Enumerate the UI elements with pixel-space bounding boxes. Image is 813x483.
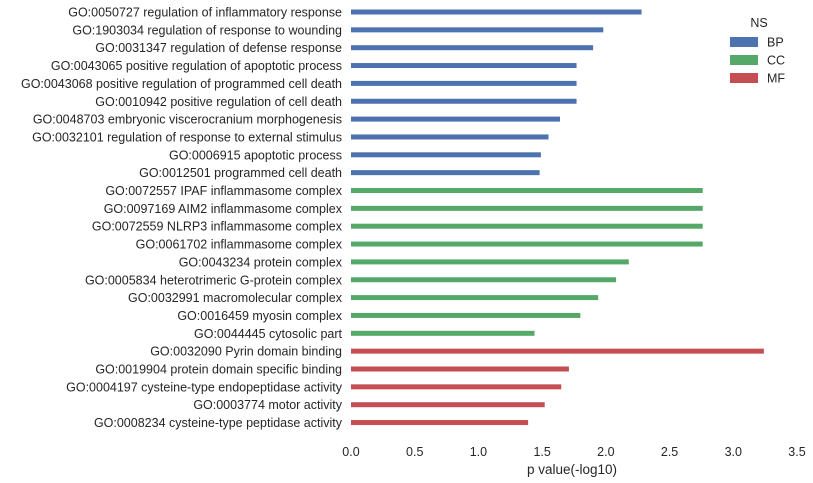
category-label: GO:0043234 protein complex: [179, 255, 343, 269]
x-tick-label: 3.5: [788, 445, 805, 459]
x-axis-label: p value(-log10): [527, 462, 617, 477]
category-label: GO:0019904 protein domain specific bindi…: [95, 363, 342, 377]
bar-cc: [351, 205, 703, 211]
bar-mf: [351, 348, 764, 354]
category-label: GO:0044445 cytosolic part: [194, 327, 343, 341]
category-label: GO:0003774 motor activity: [193, 398, 342, 412]
bar-bp: [351, 134, 549, 140]
x-tick-label: 2.5: [661, 445, 678, 459]
x-tick-label: 3.0: [725, 445, 742, 459]
bar-bp: [351, 63, 577, 69]
bar-mf: [351, 384, 562, 390]
bar-bp: [351, 116, 560, 122]
bar-cc: [351, 241, 703, 247]
x-axis: 0.0 0.5 1.0 1.5 2.0 2.5 3.0 3.5: [342, 445, 805, 459]
category-labels: GO:0050727 regulation of inflammatory re…: [21, 6, 343, 431]
bar-bp: [351, 80, 577, 86]
bar-bp: [351, 98, 577, 104]
category-label: GO:1903034 regulation of response to wou…: [72, 23, 342, 37]
bar-cc: [351, 295, 599, 301]
bar-bp: [351, 9, 642, 15]
bar-cc: [351, 259, 629, 265]
bar-cc: [351, 312, 581, 318]
category-label: GO:0016459 myosin complex: [177, 309, 342, 323]
category-label: GO:0008234 cysteine-type peptidase activ…: [94, 416, 343, 430]
category-label: GO:0050727 regulation of inflammatory re…: [68, 6, 342, 20]
legend-title: NS: [750, 16, 767, 30]
bar-cc: [351, 223, 703, 229]
bars-group: [351, 9, 764, 426]
bar-bp: [351, 152, 541, 158]
category-label: GO:0012501 programmed cell death: [139, 166, 342, 180]
x-tick-label: 2.0: [597, 445, 614, 459]
category-label: GO:0043065 positive regulation of apopto…: [51, 59, 342, 73]
category-label: GO:0032101 regulation of response to ext…: [32, 130, 342, 144]
bar-bp: [351, 45, 594, 51]
bar-cc: [351, 277, 617, 283]
category-label: GO:0010942 positive regulation of cell d…: [95, 95, 342, 109]
legend-label-bp: BP: [767, 36, 784, 50]
bar-bp: [351, 170, 540, 176]
x-tick-label: 0.5: [406, 445, 423, 459]
x-tick-label: 1.5: [533, 445, 550, 459]
category-label: GO:0043068 positive regulation of progra…: [21, 77, 342, 91]
bar-cc: [351, 188, 703, 193]
x-tick-label: 1.0: [470, 445, 487, 459]
x-tick-label: 0.0: [342, 445, 359, 459]
category-label: GO:0061702 inflammasome complex: [136, 238, 343, 252]
category-label: GO:0032090 Pyrin domain binding: [150, 345, 342, 359]
category-label: GO:0048703 embryonic viscerocranium morp…: [33, 113, 342, 127]
category-label: GO:0031347 regulation of defense respons…: [95, 41, 342, 55]
category-label: GO:0004197 cysteine-type endopeptidase a…: [66, 380, 343, 394]
legend-swatch-mf: [730, 73, 758, 83]
category-label: GO:0032991 macromolecular complex: [128, 291, 343, 305]
legend-label-mf: MF: [767, 72, 785, 86]
legend: NS BP CC MF: [730, 16, 785, 86]
bar-mf: [351, 366, 569, 372]
legend-label-cc: CC: [767, 54, 785, 68]
category-label: GO:0072559 NLRP3 inflammasome complex: [92, 220, 343, 234]
legend-swatch-bp: [730, 37, 758, 47]
legend-swatch-cc: [730, 55, 758, 65]
bar-cc: [351, 330, 535, 336]
category-label: GO:0006915 apoptotic process: [169, 148, 342, 162]
category-label: GO:0005834 heterotrimeric G-protein comp…: [85, 273, 343, 287]
bar-mf: [351, 420, 529, 426]
category-label: GO:0072557 IPAF inflammasome complex: [105, 184, 342, 198]
category-label: GO:0097169 AIM2 inflammasome complex: [104, 202, 343, 216]
bar-bp: [351, 27, 604, 33]
bar-mf: [351, 402, 545, 408]
